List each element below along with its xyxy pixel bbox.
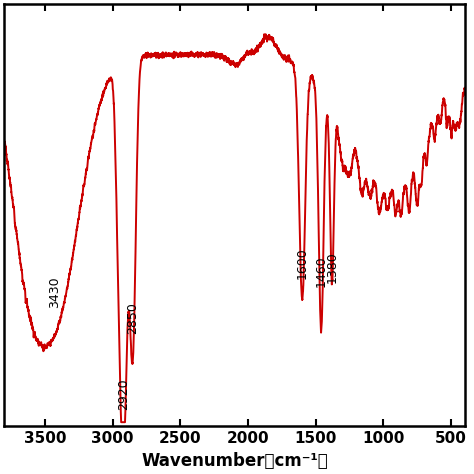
Text: 2920: 2920	[117, 378, 130, 410]
X-axis label: Wavenumber（cm⁻¹）: Wavenumber（cm⁻¹）	[141, 452, 328, 470]
Text: 1460: 1460	[315, 255, 328, 287]
Text: 1380: 1380	[326, 251, 338, 283]
Text: 2850: 2850	[127, 301, 139, 334]
Text: 1600: 1600	[296, 247, 309, 279]
Text: 3430: 3430	[48, 276, 61, 308]
